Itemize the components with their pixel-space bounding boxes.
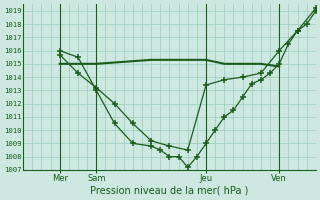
X-axis label: Pression niveau de la mer( hPa ): Pression niveau de la mer( hPa ) — [90, 186, 249, 196]
